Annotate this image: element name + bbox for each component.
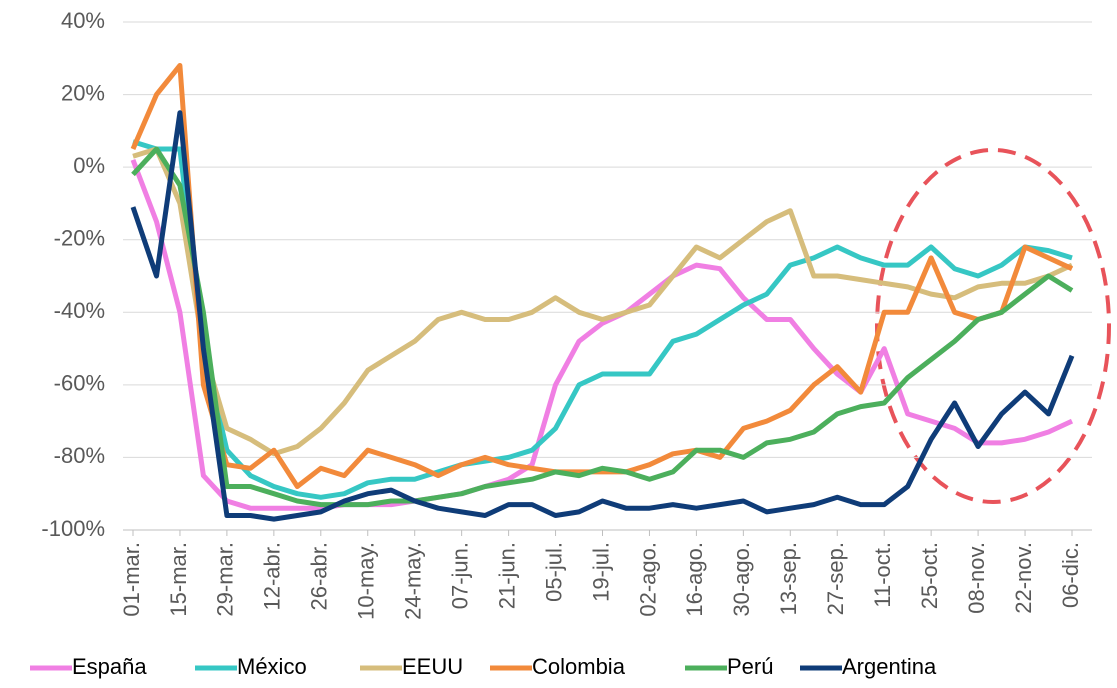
legend-label: EEUU bbox=[402, 654, 463, 679]
highlight-ellipse bbox=[875, 148, 1111, 504]
x-tick-label: 30-ago. bbox=[729, 542, 754, 617]
x-tick-label: 07-jun. bbox=[447, 542, 472, 609]
x-tick-label: 22-nov. bbox=[1011, 542, 1036, 614]
legend-label: México bbox=[237, 654, 307, 679]
legend-label: Argentina bbox=[842, 654, 937, 679]
x-tick-label: 02-ago. bbox=[635, 542, 660, 617]
x-tick-label: 15-mar. bbox=[166, 542, 191, 617]
x-tick-label: 06-dic. bbox=[1058, 542, 1083, 608]
y-tick-label: 40% bbox=[61, 8, 105, 33]
x-tick-label: 10-may. bbox=[354, 542, 379, 620]
legend-label: Colombia bbox=[532, 654, 626, 679]
y-tick-label: 20% bbox=[61, 80, 105, 105]
series-line bbox=[130, 159, 1074, 511]
x-tick-label: 21-jun. bbox=[494, 542, 519, 609]
series-line bbox=[130, 63, 1074, 489]
x-tick-label: 08-nov. bbox=[964, 542, 989, 614]
x-tick-label: 29-mar. bbox=[213, 542, 238, 617]
series-line bbox=[132, 146, 1074, 457]
x-tick-label: 19-jul. bbox=[588, 542, 613, 602]
y-tick-label: 0% bbox=[73, 153, 105, 178]
series-line bbox=[132, 139, 1073, 500]
y-tick-label: -100% bbox=[41, 516, 105, 541]
x-tick-label: 05-jul. bbox=[541, 542, 566, 602]
x-tick-label: 13-sep. bbox=[776, 542, 801, 615]
x-tick-label: 16-ago. bbox=[682, 542, 707, 617]
legend-label: España bbox=[72, 654, 147, 679]
x-tick-label: 11-oct. bbox=[870, 542, 895, 608]
x-tick-label: 24-may. bbox=[401, 542, 426, 620]
y-tick-label: -40% bbox=[54, 298, 105, 323]
x-tick-label: 12-abr. bbox=[260, 542, 285, 611]
series-line bbox=[131, 146, 1074, 508]
y-tick-label: -60% bbox=[54, 371, 105, 396]
x-tick-label: 26-abr. bbox=[307, 542, 332, 611]
y-tick-label: -80% bbox=[54, 443, 105, 468]
x-tick-label: 27-sep. bbox=[823, 542, 848, 615]
series-line bbox=[130, 110, 1075, 522]
legend-label: Perú bbox=[727, 654, 773, 679]
y-tick-label: -20% bbox=[54, 226, 105, 251]
x-tick-label: 01-mar. bbox=[119, 542, 144, 617]
x-tick-label: 25-oct. bbox=[917, 542, 942, 609]
